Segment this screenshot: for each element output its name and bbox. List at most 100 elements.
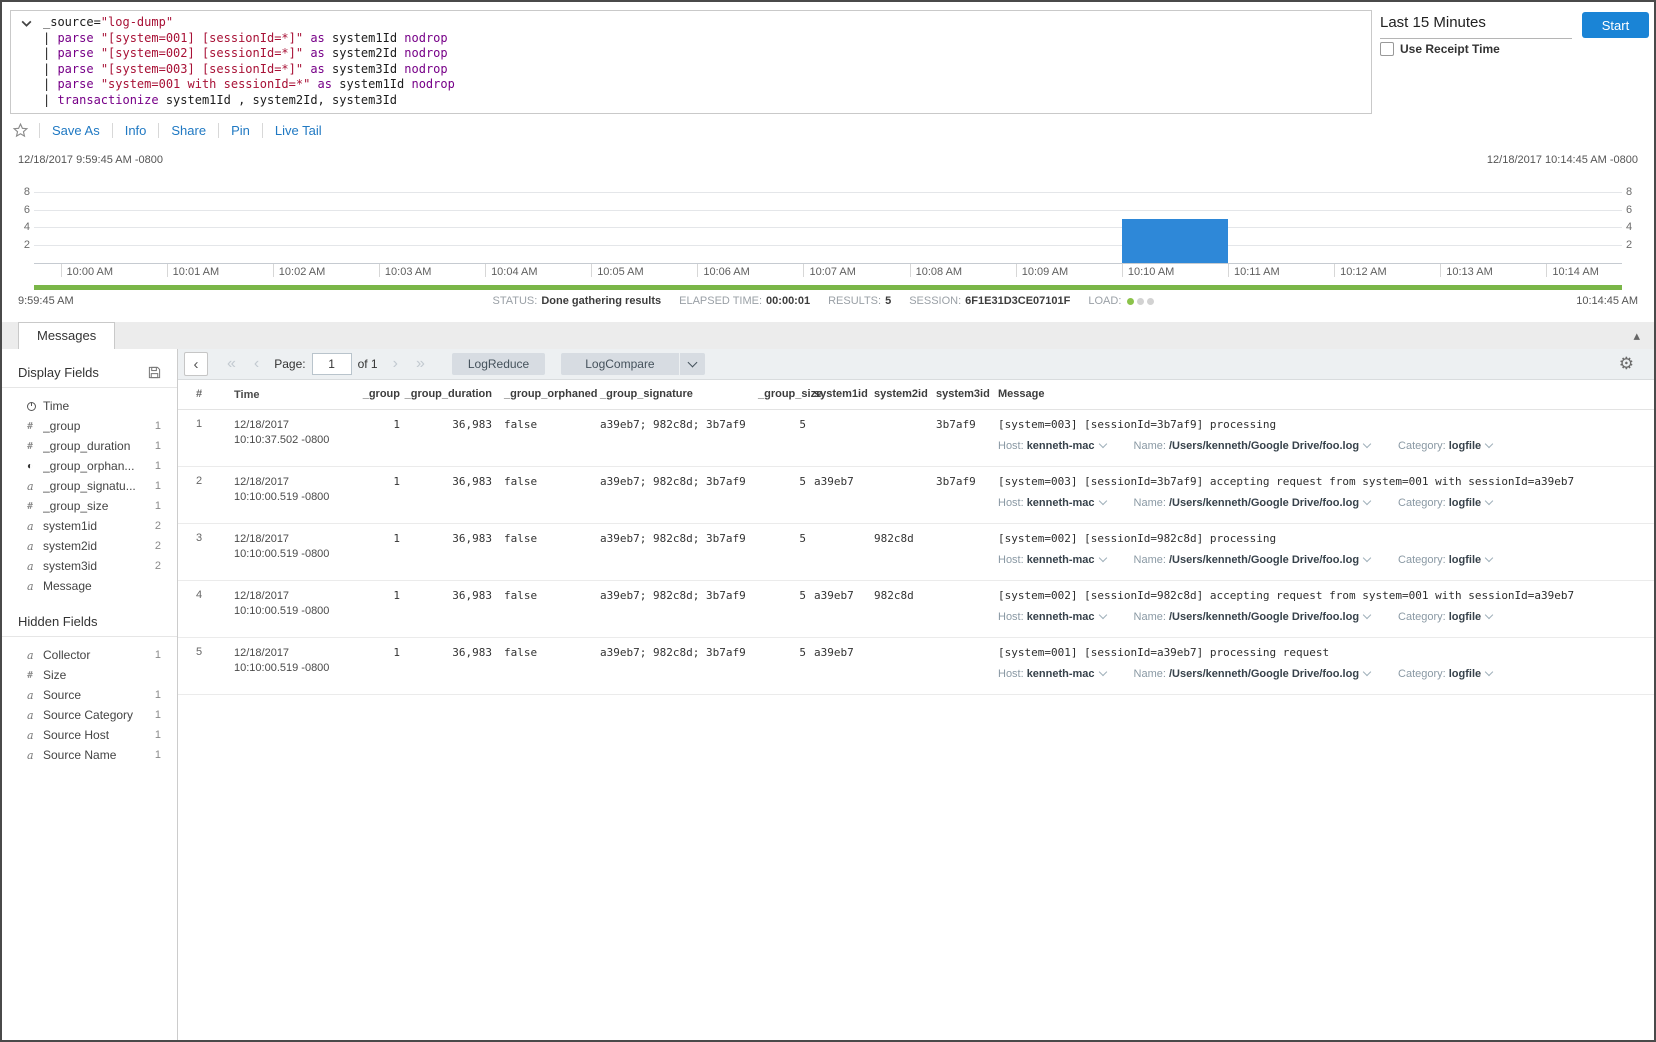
query-collapse-toggle[interactable] xyxy=(11,11,41,113)
message-category-dropdown[interactable]: Category: logfile xyxy=(1398,439,1494,452)
message-name-dropdown[interactable]: Name:/Users/kenneth/Google Drive/foo.log xyxy=(1134,496,1372,509)
row-number: 1 xyxy=(196,418,203,430)
histogram-plot[interactable] xyxy=(34,182,1622,264)
table-cell: 36,983 xyxy=(452,475,492,488)
toolbar-link-share[interactable]: Share xyxy=(158,122,218,138)
results-label: RESULTS: xyxy=(828,295,882,307)
message-text: [system=003] [sessionId=3b7af9] processi… xyxy=(998,418,1277,431)
y-axis-label-right: 6 xyxy=(1626,203,1633,216)
field-item--group-size[interactable]: # _group_size 1 xyxy=(2,496,177,516)
histogram-bar[interactable] xyxy=(1121,219,1228,263)
message-host-dropdown[interactable]: Host: kenneth-mac xyxy=(998,610,1107,623)
table-header-row: # Time _group _group_duration _group_orphane… xyxy=(178,380,1654,410)
display-fields-title: Display Fields xyxy=(18,365,99,380)
tab-messages[interactable]: Messages xyxy=(18,322,116,350)
field-item--group[interactable]: # _group 1 xyxy=(2,416,177,436)
field-item-time[interactable]: Time xyxy=(2,396,177,416)
gridline xyxy=(34,244,1622,246)
session-label: SESSION: xyxy=(909,295,962,307)
table-cell: 1 xyxy=(393,475,400,488)
logcompare-button[interactable]: LogCompare xyxy=(561,353,679,375)
message-name-dropdown[interactable]: Name:/Users/kenneth/Google Drive/foo.log xyxy=(1134,553,1372,566)
field-item-size[interactable]: # Size xyxy=(2,665,177,685)
next-page-button[interactable]: › xyxy=(392,355,398,372)
field-label: _group_signatu... xyxy=(43,479,136,493)
table-cell: false xyxy=(504,646,538,659)
table-row[interactable]: 2 12/18/2017 10:10:00.519 -0800 1 36,983 fals… xyxy=(178,467,1654,524)
settings-gear-icon[interactable]: ⚙ xyxy=(1618,354,1634,373)
field-item-collector[interactable]: a Collector 1 xyxy=(2,645,177,665)
time-cell: 12/18/2017 10:10:00.519 -0800 xyxy=(234,533,330,560)
field-item-source-name[interactable]: a Source Name 1 xyxy=(2,745,177,765)
collapse-panel-icon[interactable]: ▴ xyxy=(1633,327,1640,343)
message-host-dropdown[interactable]: Host: kenneth-mac xyxy=(998,553,1107,566)
field-label: system1id xyxy=(43,519,98,533)
table-row[interactable]: 4 12/18/2017 10:10:00.519 -0800 1 36,983 fals… xyxy=(178,581,1654,638)
table-cell: a39eb7; 982c8d; 3b7af9 xyxy=(600,418,746,431)
time-range-scrubber[interactable] xyxy=(34,285,1622,290)
column-header: system1id xyxy=(814,388,868,400)
field-item-system1id[interactable]: a system1id 2 xyxy=(2,516,177,536)
field-item-source-category[interactable]: a Source Category 1 xyxy=(2,705,177,725)
toolbar-link-pin[interactable]: Pin xyxy=(218,122,262,138)
toolbar-link-save-as[interactable]: Save As xyxy=(39,122,112,138)
collapse-sidebar-button[interactable]: ‹ xyxy=(184,352,208,376)
number-icon: # xyxy=(27,669,34,681)
message-cell: [system=003] [sessionId=3b7af9] acceptin… xyxy=(986,475,1642,509)
x-axis-tick xyxy=(697,264,699,277)
x-axis-label: 10:09 AM xyxy=(1021,266,1069,278)
time-range-selector[interactable]: Last 15 Minutes xyxy=(1380,14,1572,39)
field-label: system2id xyxy=(43,539,98,553)
message-category-dropdown[interactable]: Category: logfile xyxy=(1398,553,1494,566)
toolbar-link-info[interactable]: Info xyxy=(111,122,159,138)
table-row[interactable]: 1 12/18/2017 10:10:37.502 -0800 1 36,983 fals… xyxy=(178,410,1654,467)
query-code-editor[interactable]: _source="log-dump" | parse "[system=001] … xyxy=(41,11,1371,113)
string-icon: a xyxy=(27,688,34,702)
field-label: Source Host xyxy=(43,728,110,742)
field-item-source-host[interactable]: a Source Host 1 xyxy=(2,725,177,745)
toolbar-link-live-tail[interactable]: Live Tail xyxy=(261,122,334,138)
logreduce-button[interactable]: LogReduce xyxy=(451,353,546,375)
message-category-dropdown[interactable]: Category: logfile xyxy=(1398,496,1494,509)
use-receipt-time-checkbox[interactable]: Use Receipt Time xyxy=(1380,42,1500,56)
field-label: Size xyxy=(43,668,67,682)
message-text: [system=003] [sessionId=3b7af9] acceptin… xyxy=(998,475,1575,488)
status-value: Done gathering results xyxy=(541,295,662,307)
column-header: _group_signature xyxy=(600,388,693,400)
favorite-star-icon[interactable] xyxy=(12,122,29,139)
field-item--group-orphan[interactable]: ◐ _group_orphan... 1 xyxy=(2,456,177,476)
message-name-dropdown[interactable]: Name:/Users/kenneth/Google Drive/foo.log xyxy=(1134,439,1372,452)
field-label: system3id xyxy=(43,559,98,573)
field-count: 1 xyxy=(154,749,161,761)
field-item-system2id[interactable]: a system2id 2 xyxy=(2,536,177,556)
message-host-dropdown[interactable]: Host: kenneth-mac xyxy=(998,439,1107,452)
query-line: | parse "[system=001] [sessionId=*]" as … xyxy=(43,30,448,45)
field-item-message[interactable]: a Message xyxy=(2,576,177,596)
message-name-dropdown[interactable]: Name:/Users/kenneth/Google Drive/foo.log xyxy=(1134,610,1372,623)
row-number: 3 xyxy=(196,532,203,544)
field-item-system3id[interactable]: a system3id 2 xyxy=(2,556,177,576)
table-row[interactable]: 3 12/18/2017 10:10:00.519 -0800 1 36,983 fals… xyxy=(178,524,1654,581)
field-item-source[interactable]: a Source 1 xyxy=(2,685,177,705)
save-fields-icon[interactable] xyxy=(148,366,161,379)
message-host-dropdown[interactable]: Host: kenneth-mac xyxy=(998,667,1107,680)
message-cell: [system=001] [sessionId=a39eb7] processi… xyxy=(986,646,1642,680)
field-item--group-signatu[interactable]: a _group_signatu... 1 xyxy=(2,476,177,496)
last-page-button[interactable]: » xyxy=(415,355,425,372)
field-item--group-duration[interactable]: # _group_duration 1 xyxy=(2,436,177,456)
page-input[interactable] xyxy=(311,353,352,375)
table-row[interactable]: 5 12/18/2017 10:10:00.519 -0800 1 36,983 fals… xyxy=(178,638,1654,695)
start-button[interactable]: Start xyxy=(1582,12,1649,38)
table-cell: 3b7af9 xyxy=(936,418,976,431)
logcompare-dropdown-button[interactable] xyxy=(679,353,705,375)
message-name-dropdown[interactable]: Name:/Users/kenneth/Google Drive/foo.log xyxy=(1134,667,1372,680)
message-category-dropdown[interactable]: Category: logfile xyxy=(1398,667,1494,680)
first-page-button[interactable]: « xyxy=(227,355,236,372)
string-icon: a xyxy=(27,728,34,742)
message-category-dropdown[interactable]: Category: logfile xyxy=(1398,610,1494,623)
checkbox-box[interactable] xyxy=(1380,42,1394,56)
message-host-dropdown[interactable]: Host: kenneth-mac xyxy=(998,496,1107,509)
prev-page-button[interactable]: ‹ xyxy=(253,355,260,372)
table-cell: 1 xyxy=(393,646,400,659)
table-cell: 36,983 xyxy=(452,646,492,659)
